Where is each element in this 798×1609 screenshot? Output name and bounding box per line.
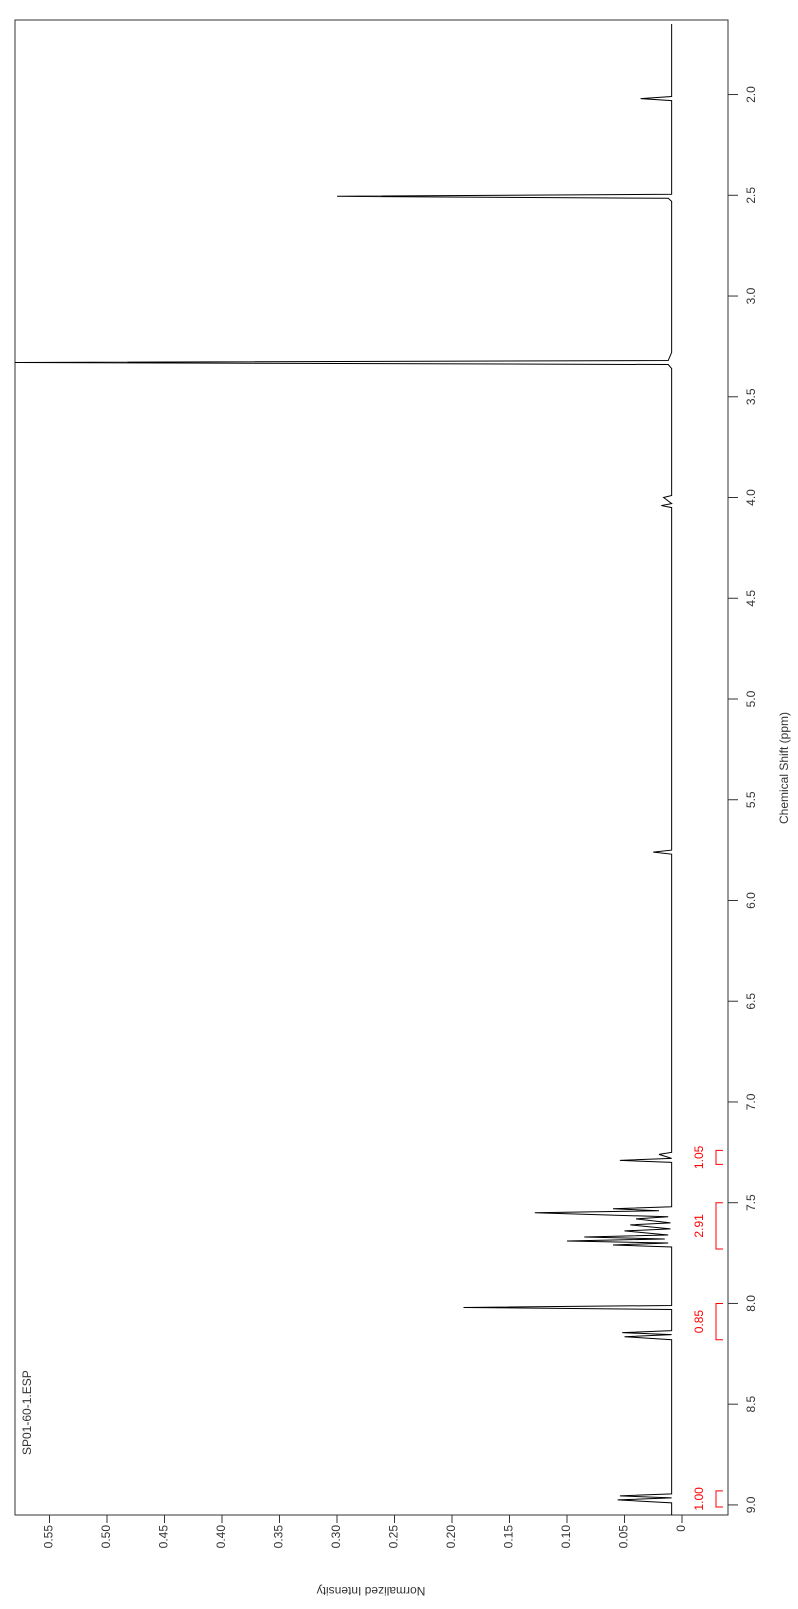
x-tick-label: 5.5: [744, 791, 758, 808]
x-tick-label: 7.5: [744, 1194, 758, 1211]
y-tick-label: 0.35: [272, 1525, 286, 1549]
integral-bracket: [715, 1302, 723, 1341]
integral-bracket: [715, 1149, 723, 1165]
integral-label: 0.85: [692, 1310, 706, 1334]
x-tick-label: 3.0: [744, 287, 758, 304]
y-tick-label: 0.20: [444, 1525, 458, 1549]
integral-bracket: [715, 1490, 723, 1508]
y-tick-label: 0.50: [99, 1525, 113, 1549]
x-tick-label: 8.0: [744, 1295, 758, 1312]
x-tick-label: 9.0: [744, 1496, 758, 1513]
x-tick-label: 7.0: [744, 1093, 758, 1110]
x-tick-label: 4.0: [744, 489, 758, 506]
integral-label: 2.91: [692, 1214, 706, 1238]
integral-label: 1.00: [692, 1487, 706, 1511]
y-tick-label: 0.45: [157, 1525, 171, 1549]
y-tick-label: 0.25: [387, 1525, 401, 1549]
y-tick-label: 0.55: [42, 1525, 56, 1549]
x-tick-label: 4.5: [744, 590, 758, 607]
integral-bracket: [715, 1202, 723, 1250]
y-tick-label: 0.30: [329, 1525, 343, 1549]
chart-title: SP01-60-1.ESP: [20, 1370, 34, 1455]
integral-label: 1.05: [692, 1145, 706, 1169]
plot-frame: [14, 19, 729, 1516]
y-tick-label: 0.05: [617, 1525, 631, 1549]
y-tick-label: 0.40: [214, 1525, 228, 1549]
x-tick-label: 3.5: [744, 388, 758, 405]
x-tick-label: 2.5: [744, 187, 758, 204]
x-axis-title: Chemical Shift (ppm): [777, 712, 791, 824]
x-tick-label: 5.0: [744, 690, 758, 707]
y-tick-label: 0: [674, 1525, 688, 1532]
x-tick-label: 6.5: [744, 993, 758, 1010]
spectrum-line: [15, 24, 673, 1515]
x-tick-label: 6.0: [744, 892, 758, 909]
x-tick-label: 8.5: [744, 1396, 758, 1413]
y-tick-label: 0.10: [559, 1525, 573, 1549]
x-tick-label: 2.0: [744, 86, 758, 103]
y-tick-label: 0.15: [502, 1525, 516, 1549]
y-axis-title: Normalized Intensity: [317, 1584, 426, 1598]
rotated-chart: SP01-60-1.ESP Chemical Shift (ppm) Norma…: [14, 19, 791, 1598]
